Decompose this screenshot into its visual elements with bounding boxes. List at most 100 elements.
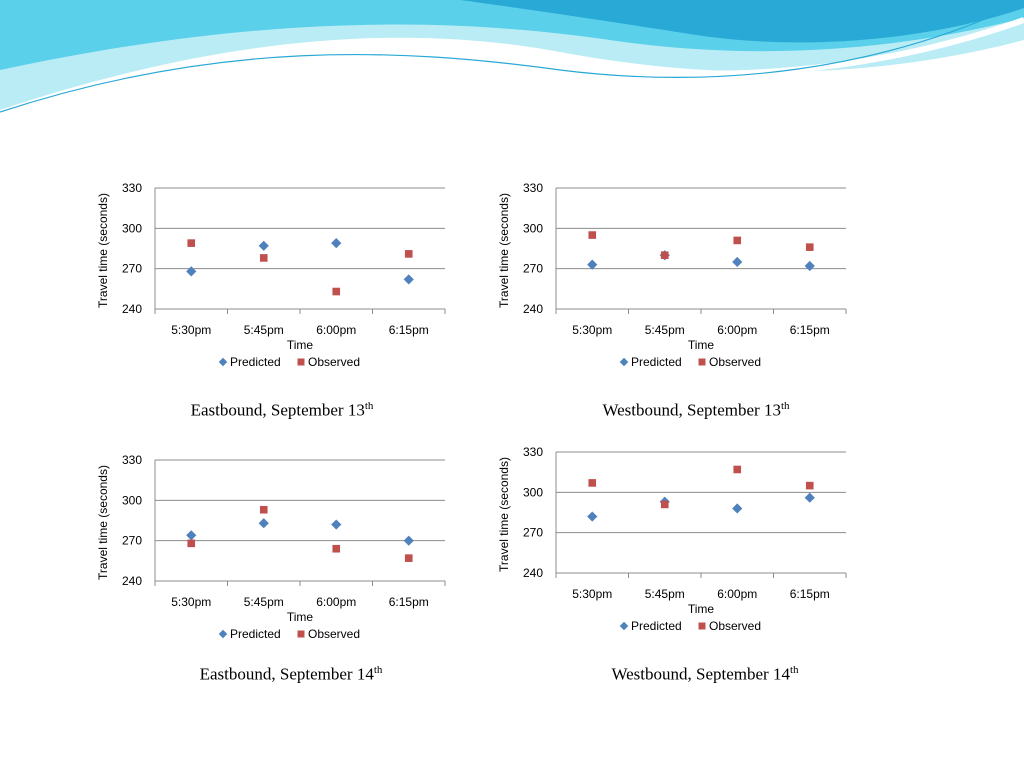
data-point-predicted [258,518,269,529]
data-point-observed [187,239,196,247]
caption-text: Eastbound, September 14 [199,664,374,684]
y-tick-label: 270 [523,526,543,540]
x-tick-label: 6:00pm [717,587,757,601]
data-point-predicted [403,535,414,546]
x-tick-label: 6:00pm [316,595,356,609]
data-point-observed [588,231,597,239]
caption-text: Westbound, September 14 [611,664,790,684]
x-tick-label: 5:30pm [572,587,612,601]
caption-eastbound-sep14: Eastbound, September 14th [141,664,441,685]
data-point-observed [733,465,742,474]
chart-svg: 240 270 300 330 5:30pm 5:45pm 6:00pm 6:15pm Time… [96,181,446,369]
legend-predicted-label: Predicted [631,619,682,633]
x-axis-title: Time [287,610,314,624]
y-tick-label: 240 [523,302,543,316]
y-tick-label: 300 [523,221,543,235]
y-axis-title: Travel time (seconds) [96,465,110,580]
data-point-predicted [587,511,598,522]
data-point-predicted [732,256,743,268]
data-point-predicted [804,260,815,272]
legend-observed-marker [698,622,706,630]
y-tick-label: 300 [122,221,142,235]
caption-text: Eastbound, September 13 [190,400,365,420]
caption-eastbound-sep13: Eastbound, September 13th [132,400,432,421]
data-point-observed [805,481,814,490]
legend-observed-marker [297,630,305,638]
y-tick-label: 240 [523,566,543,580]
legend-observed-label: Observed [709,619,761,633]
chart-svg: 240 270 300 330 5:30pm 5:45pm 6:00pm 6:15pm Time… [96,453,446,641]
wave-white-swoosh [0,17,1024,118]
caption-sup: th [364,400,374,412]
wave-thin-line [0,1,1024,113]
x-tick-label: 6:00pm [717,323,757,337]
y-tick-label: 270 [523,262,543,276]
data-point-observed [588,479,597,487]
chart-westbound-sep13: 240 270 300 330 5:30pm 5:45pm 6:00pm 6:15pm Time… [491,178,861,378]
legend-predicted-label: Predicted [230,355,281,369]
data-point-observed [259,254,268,262]
legend-observed-label: Observed [709,355,761,369]
x-axis-title: Time [287,338,314,352]
data-point-observed [805,243,814,251]
data-point-observed [332,544,341,553]
x-tick-label: 6:15pm [389,323,429,337]
y-tick-label: 270 [122,534,142,548]
caption-sup: th [789,664,799,676]
data-point-observed [187,539,196,548]
y-axis-title: Travel time (seconds) [497,457,511,572]
legend-predicted-label: Predicted [230,627,281,641]
y-tick-label: 330 [122,181,142,195]
caption-sup: th [780,400,790,412]
legend-predicted-marker [619,621,629,631]
data-point-predicted [732,503,743,514]
x-axis-title: Time [688,338,715,352]
caption-westbound-sep13: Westbound, September 13th [546,400,846,421]
legend-observed-label: Observed [308,627,360,641]
chart-svg: 240 270 300 330 5:30pm 5:45pm 6:00pm 6:15pm Time… [497,181,847,369]
x-tick-label: 5:30pm [171,323,211,337]
data-point-observed [660,251,669,260]
x-tick-label: 5:45pm [244,323,284,337]
legend-observed-marker [297,358,305,366]
legend-observed-marker [698,358,706,366]
chart-svg: 240 270 300 330 5:30pm 5:45pm 6:00pm 6:15pm Time… [497,445,847,633]
chart-eastbound-sep13: 240 270 300 330 5:30pm 5:45pm 6:00pm 6:15pm Time… [90,178,460,378]
caption-westbound-sep14: Westbound, September 14th [555,664,855,685]
y-tick-label: 300 [523,485,543,499]
data-point-observed [404,250,413,258]
x-tick-label: 5:45pm [645,587,685,601]
wave-dark-band [460,0,1024,43]
data-point-predicted [804,492,815,503]
legend-predicted-marker [218,357,228,367]
caption-sup: th [373,664,383,676]
x-tick-label: 5:30pm [171,595,211,609]
y-tick-label: 300 [122,493,142,507]
x-tick-label: 6:15pm [790,323,830,337]
x-axis-title: Time [688,602,715,616]
data-point-observed [332,287,341,296]
data-point-observed [660,500,669,509]
y-tick-label: 330 [523,181,543,195]
data-point-observed [259,505,268,514]
x-tick-label: 5:30pm [572,323,612,337]
y-axis-title: Travel time (seconds) [96,193,110,308]
legend-predicted-label: Predicted [631,355,682,369]
data-point-predicted [403,274,414,285]
data-point-predicted [186,266,197,277]
y-axis-title: Travel time (seconds) [497,193,511,308]
data-point-predicted [258,240,269,251]
x-tick-label: 6:15pm [389,595,429,609]
header-wave-decoration [0,0,1024,118]
caption-text: Westbound, September 13 [602,400,781,420]
data-point-observed [733,236,742,245]
data-point-predicted [331,238,342,249]
x-tick-label: 5:45pm [244,595,284,609]
y-tick-label: 240 [122,302,142,316]
x-tick-label: 5:45pm [645,323,685,337]
chart-westbound-sep14: 240 270 300 330 5:30pm 5:45pm 6:00pm 6:15pm Time… [491,442,861,642]
y-tick-label: 240 [122,574,142,588]
chart-eastbound-sep14: 240 270 300 330 5:30pm 5:45pm 6:00pm 6:15pm Time… [90,450,460,650]
y-tick-label: 270 [122,262,142,276]
legend-predicted-marker [619,357,629,367]
